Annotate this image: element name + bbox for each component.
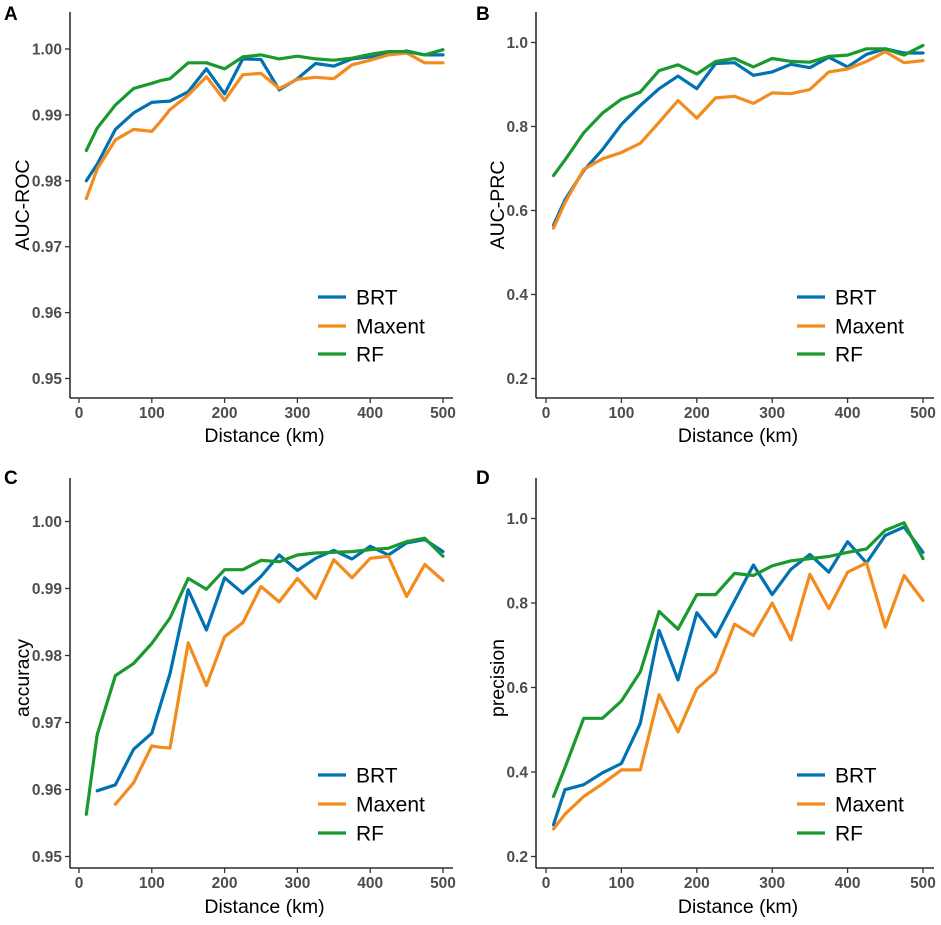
legend-label-brt: BRT [835,765,877,788]
x-tick-label: 0 [542,405,551,422]
series-line-brt [84,49,445,183]
panel-letter: D [476,468,490,489]
x-tick-label: 500 [910,405,936,422]
panel-c: C 0 100 200 300 400 500 0.95 0.96 0.97 0.98 0.99 1.0… [4,468,456,918]
x-tick-label: 400 [357,405,383,422]
y-tick-label: 0.2 [506,371,528,388]
y-tick-label: 0.99 [32,107,63,124]
x-tick-label: 400 [357,875,383,892]
y-tick-label: 0.6 [506,203,528,220]
y-tick-label: 0.2 [506,849,528,866]
x-tick-label: 100 [139,405,165,422]
series-line-brt [551,525,925,827]
series-line-rf [84,536,445,816]
x-tick-label: 300 [759,875,785,892]
x-tick-label: 100 [139,875,165,892]
panel-letter: C [4,468,18,489]
series-line-brt [551,47,925,227]
legend-label-rf: RF [356,344,384,367]
series-line-maxent [113,554,445,806]
x-tick-label: 500 [430,405,456,422]
x-tick-label: 200 [212,405,238,422]
y-tick-label: 0.6 [506,680,528,697]
legend-label-rf: RF [835,344,863,367]
x-tick-label: 200 [212,875,238,892]
series-line-maxent [84,51,445,201]
x-tick-label: 300 [759,405,785,422]
y-tick-label: 0.97 [32,715,62,732]
y-tick-label: 1.00 [32,514,62,531]
y-tick-label: 0.96 [32,305,63,322]
panel-letter: B [476,4,490,25]
y-tick-label: 1.0 [506,511,528,528]
y-tick-label: 1.0 [506,35,528,52]
x-tick-label: 0 [542,875,551,892]
y-tick-label: 0.8 [506,596,528,613]
panel-letter: A [4,4,18,25]
y-tick-label: 0.95 [32,849,63,866]
x-tick-label: 400 [835,405,861,422]
legend-label-maxent: Maxent [356,794,425,817]
y-tick-label: 0.4 [506,765,528,782]
series-line-rf [84,48,445,153]
x-tick-label: 300 [284,405,310,422]
legend-label-rf: RF [835,823,863,846]
x-tick-label: 100 [608,875,634,892]
y-tick-label: 0.98 [32,648,63,665]
y-tick-label: 1.00 [32,42,62,59]
x-tick-label: 300 [284,875,310,892]
legend: BRT Maxent RF [318,287,425,367]
series-line-rf [551,521,925,799]
x-tick-label: 500 [910,875,936,892]
legend-label-rf: RF [356,823,384,846]
legend-label-brt: BRT [356,287,398,310]
x-tick-label: 500 [430,875,456,892]
y-tick-label: 0.95 [32,371,63,388]
x-tick-label: 100 [608,405,634,422]
legend: BRT Maxent RF [797,765,904,846]
panel-d: D 0 100 200 300 400 500 0.2 0.4 0.6 0.8 1.0 Distance… [476,468,936,918]
y-axis-title: accuracy [12,639,34,717]
legend: BRT Maxent RF [318,765,425,846]
series-line-maxent [551,561,925,831]
y-tick-label: 0.99 [32,581,63,598]
y-tick-label: 0.98 [32,173,63,190]
x-axis-title: Distance (km) [204,896,324,918]
panel-b: B 0 100 200 300 400 500 0.2 0.4 0.6 0.8 1.0 Distance… [476,4,936,447]
y-axis-title: AUC-PRC [487,161,509,250]
x-tick-label: 200 [684,405,710,422]
legend: BRT Maxent RF [797,287,904,367]
x-tick-label: 400 [835,875,861,892]
x-tick-label: 0 [75,875,84,892]
legend-label-brt: BRT [835,287,877,310]
x-tick-label: 0 [75,405,84,422]
series-line-rf [551,43,925,178]
legend-label-maxent: Maxent [835,316,904,339]
x-axis-title: Distance (km) [678,896,798,918]
panel-a: A 0 100 200 300 400 500 0.95 0.96 0.97 0.98 0.99 1.0… [4,4,456,447]
y-tick-label: 0.4 [506,287,528,304]
x-axis-title: Distance (km) [678,425,798,447]
x-tick-label: 200 [684,875,710,892]
series-line-brt [95,537,445,793]
y-tick-label: 0.8 [506,119,528,136]
y-tick-label: 0.97 [32,239,62,256]
legend-label-brt: BRT [356,765,398,788]
x-axis-title: Distance (km) [204,425,324,447]
legend-label-maxent: Maxent [356,316,425,339]
legend-label-maxent: Maxent [835,794,904,817]
y-axis-title: AUC-ROC [12,160,34,251]
series-line-maxent [551,50,925,230]
y-tick-label: 0.96 [32,782,63,799]
y-axis-title: precision [487,639,509,717]
